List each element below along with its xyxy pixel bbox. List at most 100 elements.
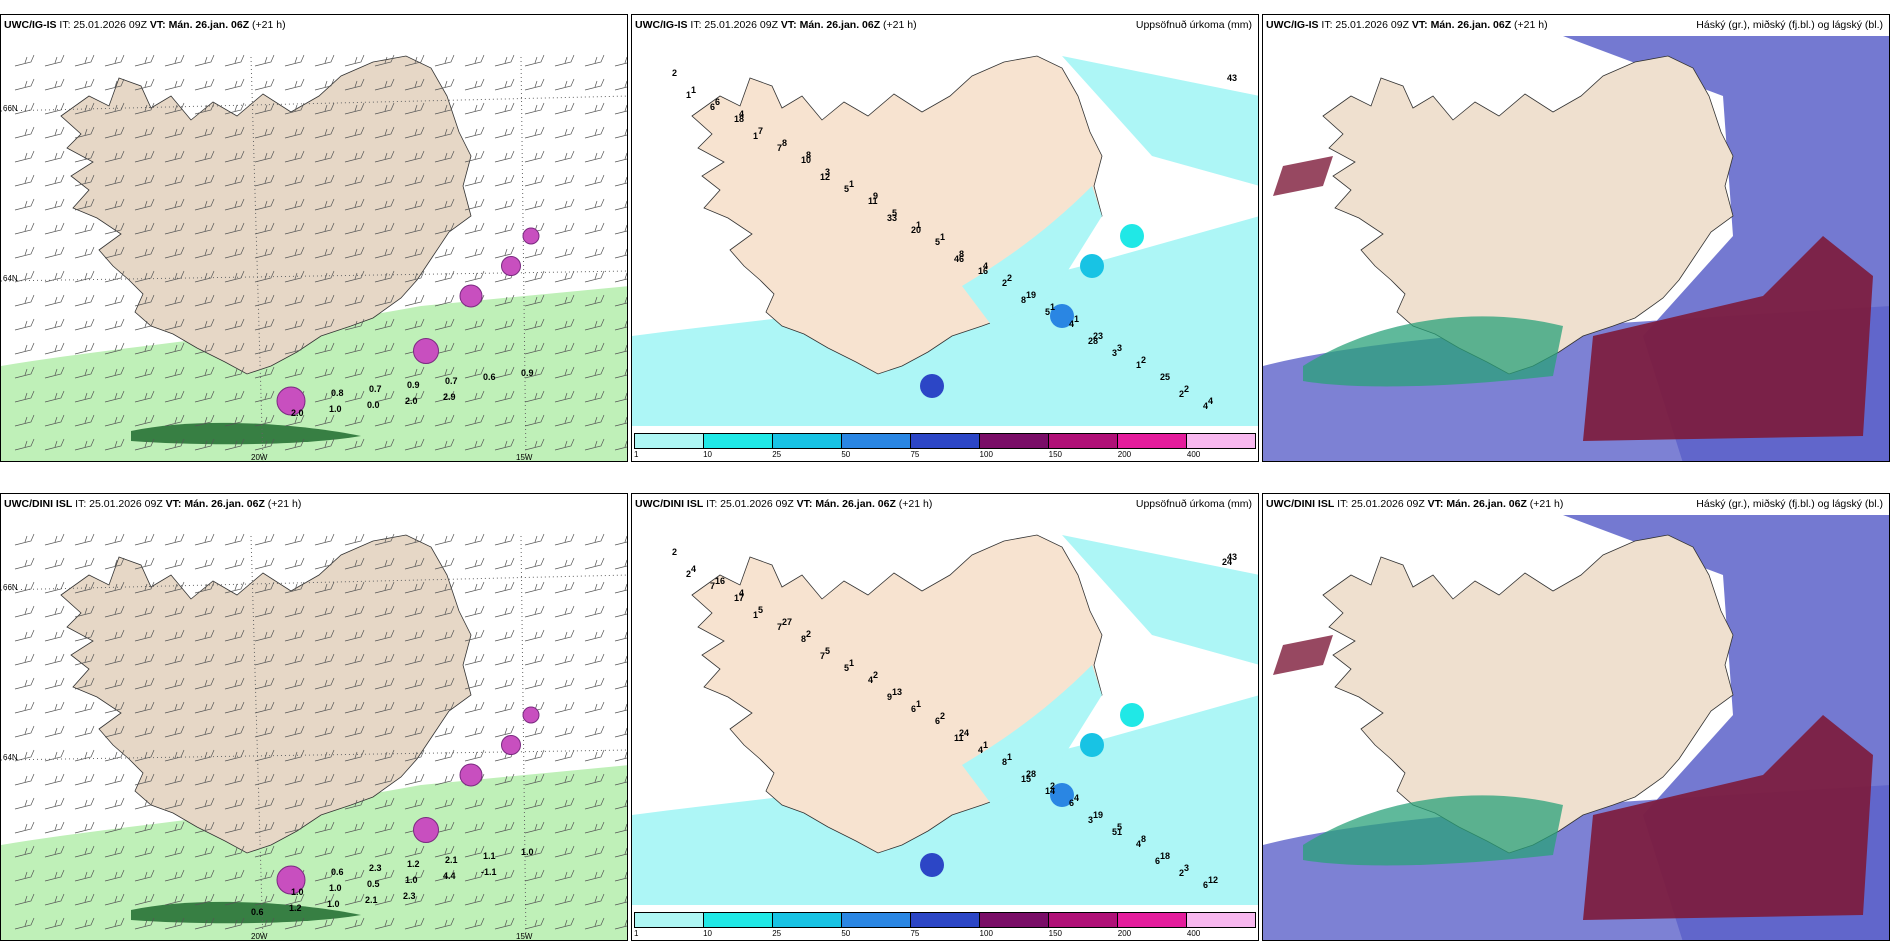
precip-value-label: 46	[954, 254, 964, 264]
precip-maximum	[1050, 304, 1074, 328]
precip-value-label: 4	[1074, 793, 1079, 803]
precip-value-label: 2	[1179, 389, 1184, 399]
convective-cell	[276, 865, 306, 895]
value-label: 2.9	[443, 392, 456, 402]
lon-label-20: 20W	[251, 932, 268, 941]
convective-cell	[501, 256, 521, 276]
precip-value-label: 27	[782, 617, 792, 627]
value-label: 2.1	[445, 855, 458, 865]
precip-maximum	[1080, 254, 1104, 278]
lead-time: (+21 h)	[267, 498, 302, 510]
panel-title: Uppsöfnuð úrkoma (mm)	[1135, 498, 1252, 510]
valid-time: Mán. 26.jan. 06Z	[815, 498, 896, 510]
precip-value-label: 24	[959, 728, 969, 738]
precip-area-northeast	[1062, 56, 1258, 186]
precip-value-label: 12	[820, 172, 830, 182]
value-label: 0.7	[445, 376, 458, 386]
precip-value-label: 6	[935, 716, 940, 726]
precip-value-label: 4	[1203, 401, 1208, 411]
precip-value-label: 4	[868, 675, 873, 685]
precip-value-label: 3	[1184, 863, 1189, 873]
valid-time: Mán. 26.jan. 06Z	[1430, 19, 1512, 31]
precip-value-label: 10	[801, 155, 811, 165]
precip-value-label: 8	[1021, 295, 1026, 305]
precip-value-label: 2	[1002, 278, 1007, 288]
precip-value-label: 5	[935, 237, 940, 247]
wind-map: 66N 64N 20W 15W 0.6 2.3 1.2 2.1 1.1 1.0 1.0 1.0 0.5 1…	[1, 515, 627, 941]
scale-swatch	[704, 434, 773, 448]
scale-swatch	[773, 434, 842, 448]
precip-value-label: 13	[892, 687, 902, 697]
precip-value-label: 7	[820, 651, 825, 661]
high-cloud	[1583, 715, 1873, 920]
value-label: 0.5	[367, 879, 380, 889]
precip-maximum	[1050, 783, 1074, 807]
panel-header: UWC/IG-IS IT: 25.01.2026 09Z VT: Mán. 26…	[632, 15, 1258, 36]
scale-swatch	[704, 913, 773, 927]
precip-value-label: 1	[753, 131, 758, 141]
scale-swatch	[911, 913, 980, 927]
precip-value-label: 23	[1093, 331, 1103, 341]
convective-cell	[522, 706, 540, 724]
lead-time: (+21 h)	[252, 19, 286, 31]
precip-value-label: 14	[1045, 786, 1055, 796]
precip-value-label: 19	[1026, 290, 1036, 300]
precip-color-scale	[634, 433, 1256, 449]
precip-value-label: 43	[1227, 552, 1237, 562]
precip-value-label: 2	[1141, 355, 1146, 365]
model-name: UWC/DINI ISL	[635, 498, 704, 510]
lon-label-15: 15W	[516, 932, 533, 941]
value-label: 1.0	[329, 883, 342, 893]
precip-value-label: 16	[978, 266, 988, 276]
precip-value-label: 8	[1141, 834, 1146, 844]
precip-value-label: 11	[954, 733, 964, 743]
scale-tick-label: 25	[772, 929, 782, 938]
precip-value-label: 4	[739, 588, 744, 598]
panel-igis-wind: UWC/IG-IS IT: 25.01.2026 09Z VT: Mán. 26…	[0, 14, 628, 462]
precip-area-land	[962, 186, 1102, 326]
precip-value-label: 5	[1117, 822, 1122, 832]
precip-value-label: 6	[1155, 856, 1160, 866]
high-cloud	[1583, 236, 1873, 441]
panel-header: UWC/IG-IS IT: 25.01.2026 09Z VT: Mán. 26…	[1, 15, 627, 36]
value-label: 4.4	[443, 871, 456, 881]
valid-time-label: VT:	[149, 19, 166, 31]
panel-igis-cloud: UWC/IG-IS IT: 25.01.2026 09Z VT: Mán. 26…	[1262, 14, 1890, 462]
value-label: 1.1	[483, 851, 496, 861]
convective-cell	[413, 338, 439, 364]
precip-value-label: 6	[1203, 880, 1208, 890]
panel-header: UWC/DINI ISL IT: 25.01.2026 09Z VT: Mán.…	[1, 494, 627, 515]
scale-swatch	[980, 434, 1049, 448]
lat-label-64: 64N	[3, 753, 18, 762]
value-label: 1.0	[405, 875, 418, 885]
lead-time: (+21 h)	[1529, 498, 1564, 510]
value-label: 0.6	[251, 907, 264, 917]
valid-time: Mán. 26.jan. 06Z	[1446, 498, 1527, 510]
precip-value-label: 8	[782, 138, 787, 148]
panel-title: Uppsöfnuð úrkoma (mm)	[1135, 19, 1252, 31]
scale-tick-label: 100	[979, 929, 993, 938]
precip-map: 2422214812162711125345513242819184317846…	[632, 515, 1258, 940]
value-label: 2.0	[405, 396, 418, 406]
precip-value-label: 6	[1069, 798, 1074, 808]
init-time: IT: 25.01.2026 09Z	[690, 19, 778, 31]
precip-maximum	[920, 374, 944, 398]
precip-value-label: 8	[1002, 757, 1007, 767]
precip-value-label: 28	[1026, 769, 1036, 779]
precip-value-label: 17	[734, 593, 744, 603]
precip-value-label: 4	[1136, 839, 1141, 849]
scale-tick-label: 75	[910, 929, 920, 938]
precip-value-label: 4	[691, 564, 696, 574]
middle-cloud	[1303, 795, 1563, 866]
scale-tick-label: 1	[634, 929, 639, 938]
convective-cell	[501, 735, 521, 755]
scale-swatch	[1049, 913, 1118, 927]
precip-value-label: 25	[1160, 372, 1170, 382]
lon-label-15: 15W	[516, 453, 533, 462]
precip-value-label: 6	[710, 102, 715, 112]
precip-value-label: 1	[686, 90, 691, 100]
precip-value-label: 2	[940, 711, 945, 721]
iceland-land	[1322, 55, 1734, 375]
scale-tick-label: 50	[841, 450, 851, 459]
value-label: 0.6	[483, 372, 496, 382]
